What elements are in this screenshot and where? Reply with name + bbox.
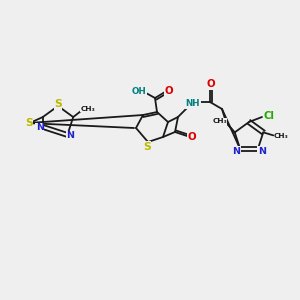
Text: Cl: Cl — [263, 111, 274, 121]
Text: O: O — [207, 79, 215, 89]
Text: N: N — [66, 131, 74, 140]
Text: CH₃: CH₃ — [212, 118, 227, 124]
Text: S: S — [54, 99, 62, 109]
Text: N: N — [36, 123, 44, 132]
Text: CH₃: CH₃ — [274, 134, 289, 140]
Text: O: O — [165, 86, 173, 96]
Text: O: O — [188, 132, 196, 142]
Text: CH₃: CH₃ — [81, 106, 96, 112]
Text: S: S — [25, 118, 33, 128]
Text: N: N — [258, 147, 266, 156]
Text: S: S — [143, 142, 151, 152]
Text: N: N — [232, 147, 240, 156]
Text: OH: OH — [132, 86, 146, 95]
Text: NH: NH — [186, 100, 200, 109]
